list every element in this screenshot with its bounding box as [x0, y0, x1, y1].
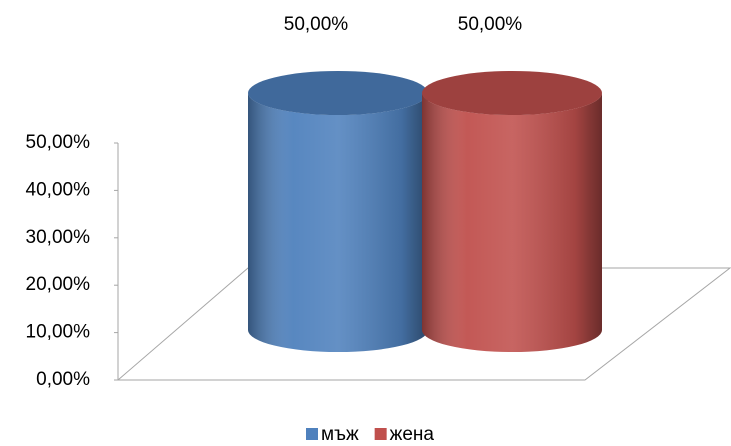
value-label: 50,00%: [284, 14, 349, 35]
legend-swatch: [306, 428, 318, 440]
legend-swatch: [374, 428, 387, 440]
value-label: 50,00%: [458, 14, 523, 35]
bar-shade: [248, 93, 428, 352]
y-tick-label: 50,00%: [26, 132, 91, 153]
y-tick-label: 10,00%: [26, 322, 91, 343]
cylinder-top: [422, 71, 602, 115]
legend-label: мъж: [321, 424, 359, 445]
legend-label: жена: [390, 424, 435, 445]
cylinder-top: [248, 71, 428, 115]
y-tick-label: 20,00%: [26, 274, 91, 295]
cylinder: [248, 71, 428, 352]
y-tick-label: 30,00%: [26, 227, 91, 248]
floor: [116, 267, 731, 381]
cylinder-top-shade: [248, 71, 428, 115]
y-tick-label: 0,00%: [36, 369, 90, 390]
cylinder-top-shade: [422, 71, 602, 115]
cylinder: [422, 71, 602, 352]
axes-frame: [116, 143, 731, 381]
bar-shade: [422, 93, 602, 352]
y-tick-label: 40,00%: [26, 179, 91, 200]
